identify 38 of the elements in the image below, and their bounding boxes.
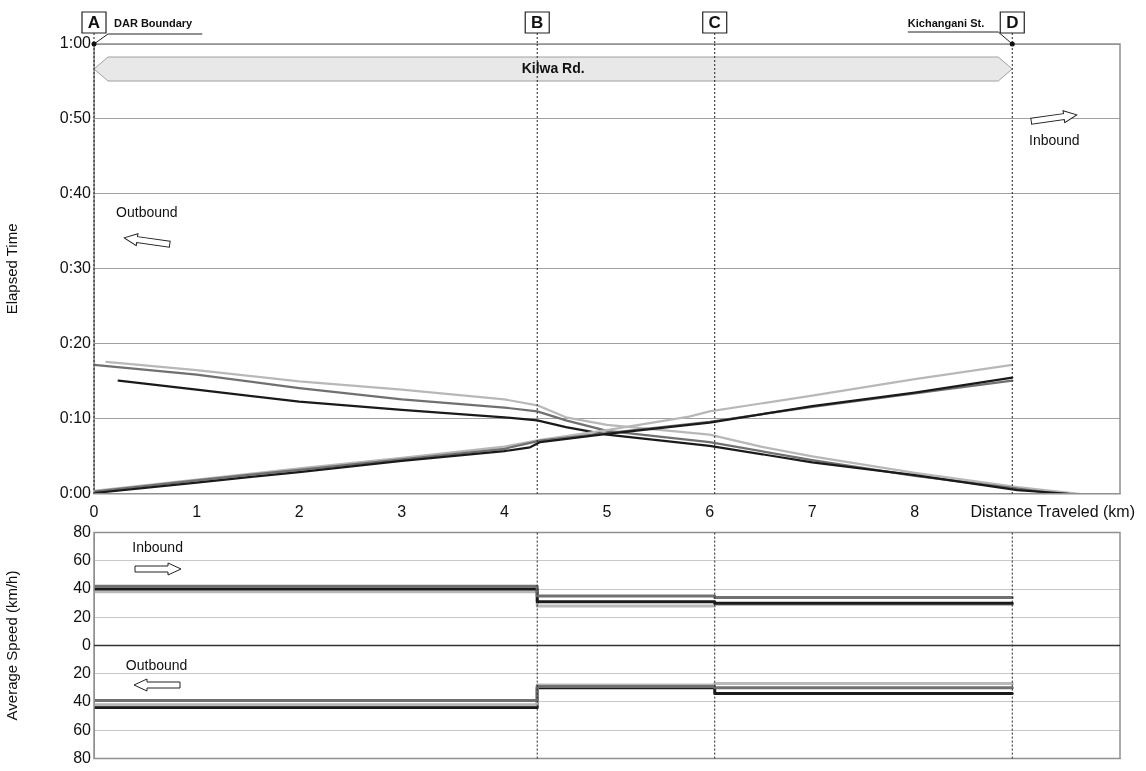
y-tick-label: 0:20 (59, 334, 92, 352)
text: Kichangani St. (907, 17, 985, 30)
ref-line-label: A (87, 12, 101, 32)
y-tick-label: 20 (73, 664, 92, 682)
x-tick-label: 1 (192, 502, 202, 520)
annotation: Outbound (116, 203, 178, 220)
x-tick-label: 3 (397, 502, 407, 520)
y-tick-label: 60 (73, 720, 92, 738)
y-tick-label: 40 (73, 692, 92, 710)
y-tick-label: 0:00 (59, 484, 92, 502)
y-tick-label: 60 (73, 551, 92, 569)
text: DAR Boundary (114, 17, 194, 30)
y-tick-label: 20 (73, 607, 92, 625)
y-axis-title: Average Speed (km/h) (3, 570, 21, 721)
x-axis-title: Distance Traveled (km) (970, 503, 1135, 521)
y-tick-label: 1:00 (59, 34, 92, 52)
annotation: Kilwa Rd. (521, 59, 585, 76)
y-axis-title: Elapsed Time (3, 223, 21, 315)
y-tick-label: 40 (73, 579, 92, 597)
annotation: Inbound (132, 539, 183, 556)
y-tick-label: 0:40 (59, 184, 92, 202)
y-tick-label: 80 (73, 523, 92, 541)
x-tick-label: 4 (499, 502, 509, 520)
y-tick-label: 0:10 (59, 409, 92, 427)
annotation: Inbound (1029, 131, 1080, 148)
x-tick-label: 5 (602, 502, 612, 520)
x-tick-label: 2 (294, 502, 304, 520)
y-tick-label: 0:50 (59, 109, 92, 127)
ref-line-label: C (708, 12, 721, 32)
y-tick-label: 80 (73, 748, 92, 766)
annotation: Outbound (125, 656, 188, 673)
x-tick-label: 6 (705, 502, 715, 520)
x-tick-label: 7 (807, 502, 817, 520)
y-tick-label: 0 (82, 635, 92, 653)
ref-line-label: D (1006, 12, 1019, 32)
ref-line-label: B (531, 12, 544, 32)
y-tick-label: 0:30 (59, 259, 92, 277)
x-tick-label: 8 (910, 502, 920, 520)
